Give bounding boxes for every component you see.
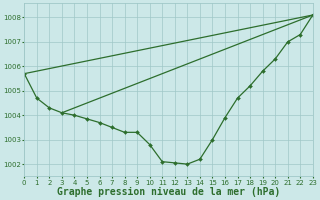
X-axis label: Graphe pression niveau de la mer (hPa): Graphe pression niveau de la mer (hPa)	[57, 187, 280, 197]
